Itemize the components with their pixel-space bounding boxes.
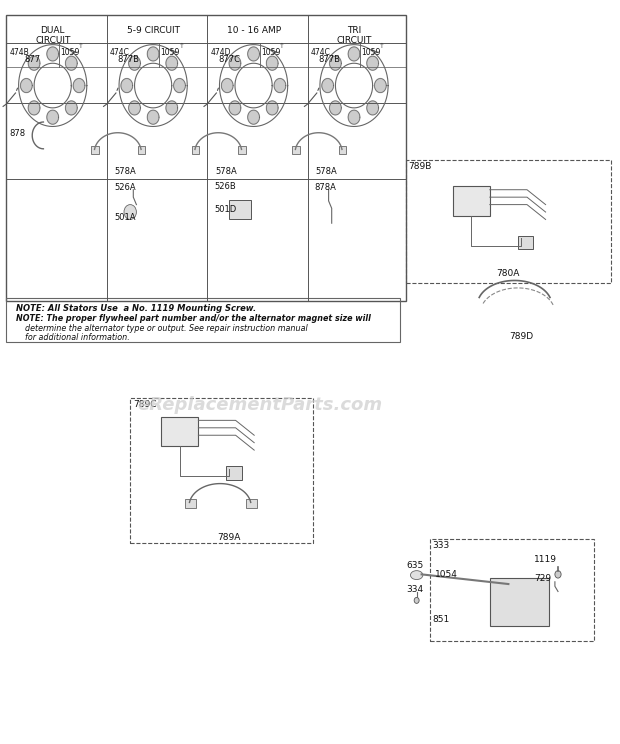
Polygon shape	[148, 110, 159, 124]
Text: 474C: 474C	[311, 48, 330, 57]
Circle shape	[414, 597, 419, 603]
Polygon shape	[29, 56, 40, 70]
Polygon shape	[330, 101, 341, 115]
FancyBboxPatch shape	[226, 466, 242, 480]
Text: 10 - 16 AMP: 10 - 16 AMP	[226, 26, 281, 35]
Polygon shape	[367, 56, 379, 70]
Text: 780A: 780A	[497, 269, 520, 278]
Polygon shape	[148, 47, 159, 61]
Polygon shape	[374, 79, 386, 92]
FancyBboxPatch shape	[292, 147, 299, 154]
Text: 1059: 1059	[261, 48, 280, 57]
Text: 878: 878	[9, 129, 25, 138]
Polygon shape	[174, 79, 185, 92]
Text: 578A: 578A	[115, 167, 136, 176]
Polygon shape	[129, 101, 140, 115]
Text: 578A: 578A	[316, 167, 337, 176]
Polygon shape	[221, 79, 233, 92]
Text: 526A: 526A	[115, 183, 136, 192]
Polygon shape	[348, 47, 360, 61]
Text: 1059: 1059	[60, 48, 79, 57]
Polygon shape	[322, 79, 334, 92]
FancyBboxPatch shape	[161, 417, 198, 446]
Text: NOTE: The proper flywheel part number and/or the alternator magnet size will: NOTE: The proper flywheel part number an…	[16, 314, 370, 323]
Text: 1059: 1059	[161, 48, 180, 57]
Polygon shape	[267, 101, 278, 115]
Polygon shape	[73, 79, 85, 92]
Polygon shape	[248, 47, 259, 61]
FancyBboxPatch shape	[138, 147, 146, 154]
Polygon shape	[166, 101, 178, 115]
Text: 1059: 1059	[361, 48, 381, 57]
Text: 789B: 789B	[408, 162, 432, 171]
Text: 474C: 474C	[110, 48, 130, 57]
Text: TRI
CIRCUIT: TRI CIRCUIT	[336, 26, 372, 45]
Text: 635: 635	[406, 561, 423, 570]
Text: 1054: 1054	[435, 570, 458, 579]
Circle shape	[124, 205, 136, 219]
Text: 729: 729	[534, 574, 552, 583]
FancyBboxPatch shape	[185, 498, 196, 507]
Polygon shape	[267, 56, 278, 70]
Text: ↑: ↑	[379, 43, 385, 49]
Text: 789C: 789C	[133, 400, 157, 409]
FancyBboxPatch shape	[91, 147, 99, 154]
Text: 334: 334	[406, 585, 423, 594]
Polygon shape	[229, 101, 241, 115]
Polygon shape	[166, 56, 178, 70]
Text: 789D: 789D	[509, 332, 533, 341]
Text: ↑: ↑	[278, 43, 285, 49]
FancyBboxPatch shape	[229, 200, 251, 219]
Text: 1119: 1119	[534, 555, 557, 564]
Text: 851: 851	[432, 615, 450, 624]
FancyBboxPatch shape	[490, 578, 549, 626]
FancyBboxPatch shape	[192, 147, 199, 154]
Circle shape	[555, 571, 561, 578]
Polygon shape	[29, 101, 40, 115]
Polygon shape	[274, 79, 286, 92]
Text: 474B: 474B	[9, 48, 29, 57]
Polygon shape	[47, 110, 58, 124]
Text: eReplacementParts.com: eReplacementParts.com	[138, 397, 383, 414]
Text: NOTE: All Stators Use  a No. 1119 Mounting Screw.: NOTE: All Stators Use a No. 1119 Mountin…	[16, 304, 255, 312]
Polygon shape	[229, 56, 241, 70]
Text: 878A: 878A	[314, 183, 336, 192]
Polygon shape	[20, 79, 32, 92]
FancyBboxPatch shape	[453, 186, 490, 216]
Text: determine the alternator type or output. See repair instruction manual: determine the alternator type or output.…	[25, 324, 308, 333]
Text: 877: 877	[25, 55, 41, 64]
Polygon shape	[348, 110, 360, 124]
Text: 789A: 789A	[218, 533, 241, 542]
FancyBboxPatch shape	[518, 236, 533, 249]
Polygon shape	[248, 110, 259, 124]
Text: ↑: ↑	[78, 43, 84, 49]
Polygon shape	[129, 56, 140, 70]
Text: 578A: 578A	[215, 167, 237, 176]
FancyBboxPatch shape	[239, 147, 246, 154]
Text: DUAL
CIRCUIT: DUAL CIRCUIT	[35, 26, 71, 45]
FancyBboxPatch shape	[339, 147, 347, 154]
Polygon shape	[330, 56, 341, 70]
Text: 5-9 CIRCUIT: 5-9 CIRCUIT	[126, 26, 180, 35]
Text: 877C: 877C	[218, 55, 240, 64]
Polygon shape	[66, 101, 78, 115]
Text: for additional information.: for additional information.	[25, 333, 130, 341]
Ellipse shape	[410, 571, 423, 580]
Text: 877B: 877B	[118, 55, 140, 64]
Text: 474D: 474D	[210, 48, 231, 57]
Text: 877B: 877B	[319, 55, 340, 64]
Text: ↑: ↑	[178, 43, 184, 49]
Text: 526B: 526B	[214, 182, 236, 190]
Polygon shape	[367, 101, 379, 115]
Polygon shape	[121, 79, 133, 92]
Text: 501D: 501D	[214, 205, 236, 214]
FancyBboxPatch shape	[246, 498, 257, 507]
Polygon shape	[47, 47, 58, 61]
Polygon shape	[66, 56, 78, 70]
Text: 333: 333	[432, 541, 450, 550]
Text: 501A: 501A	[115, 213, 136, 222]
